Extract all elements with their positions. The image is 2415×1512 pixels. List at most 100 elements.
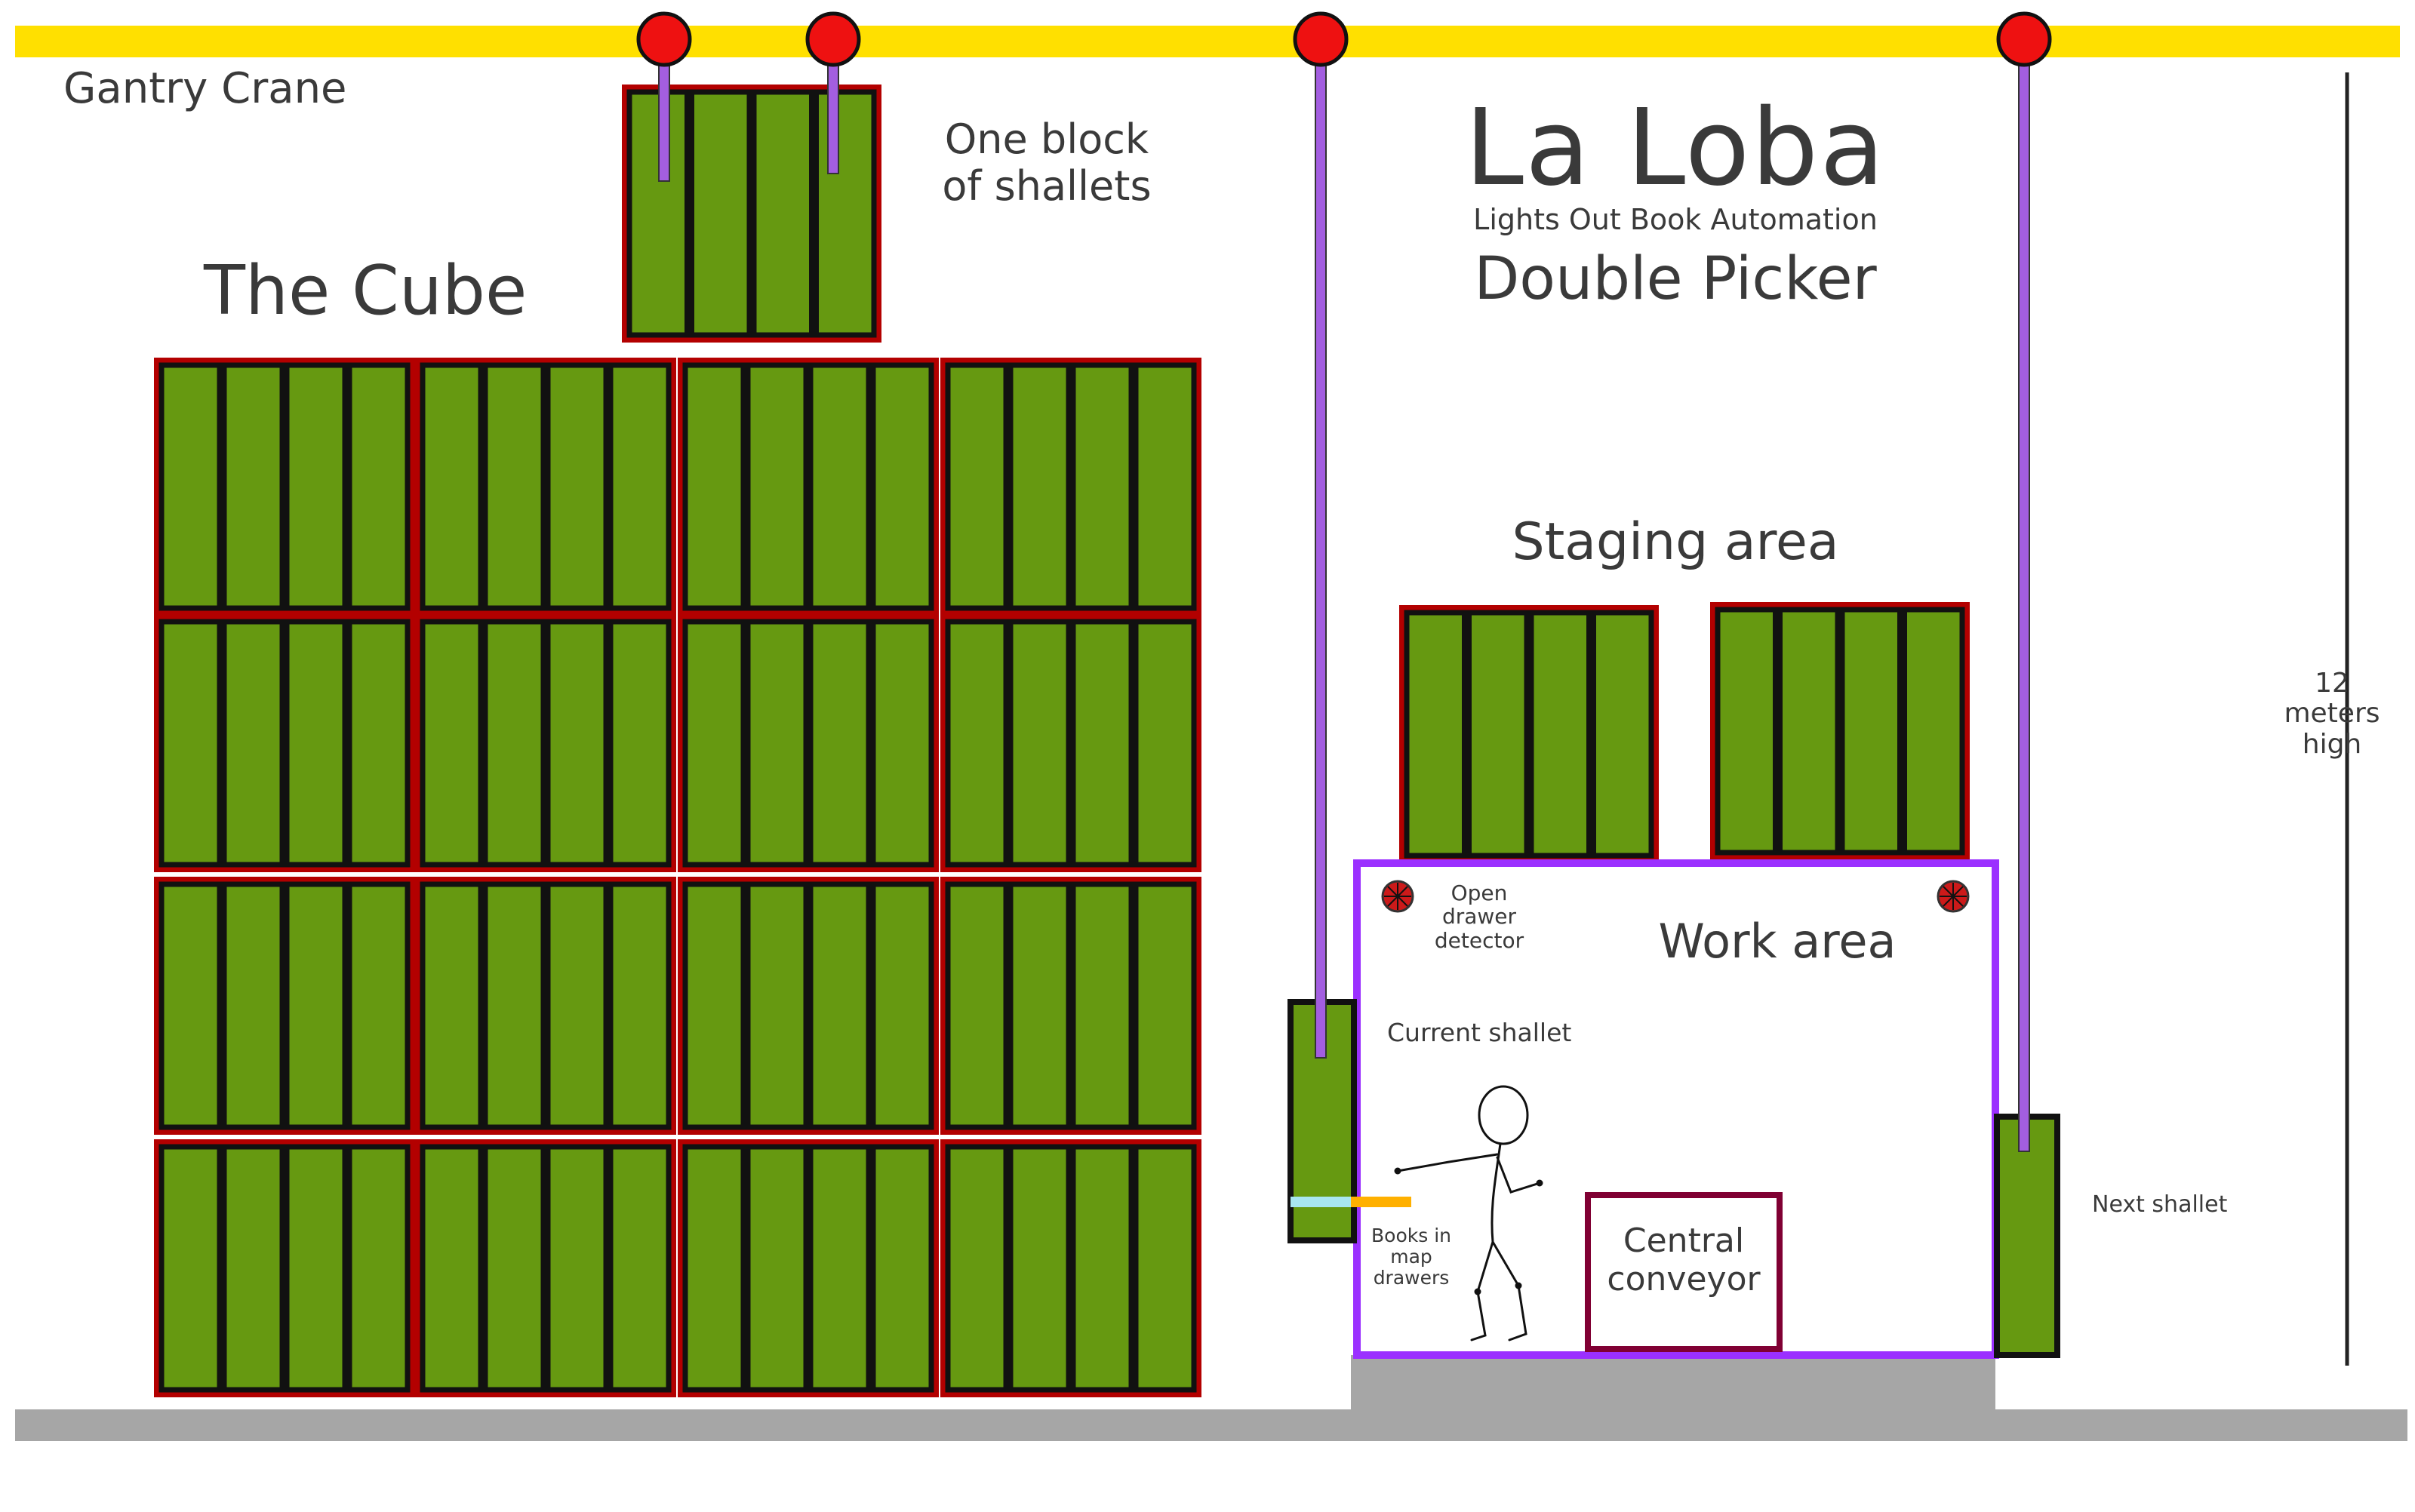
floor xyxy=(15,1409,2407,1441)
shallet xyxy=(808,881,872,1130)
cube-block xyxy=(154,877,415,1135)
crane-trolley-icon xyxy=(1996,11,2052,67)
shallet xyxy=(346,1144,411,1393)
shallet xyxy=(1008,619,1072,868)
shallet xyxy=(808,619,872,868)
shallet xyxy=(608,881,672,1130)
crane-trolley xyxy=(1293,11,1349,1059)
open-drawer-detector-label: Open drawer detector xyxy=(1434,880,1524,953)
shallet xyxy=(608,362,672,611)
shallet xyxy=(608,619,672,868)
shallet xyxy=(1902,607,1965,856)
crane-trolley-icon xyxy=(805,11,861,67)
shallet xyxy=(1466,610,1530,859)
shallet xyxy=(1133,362,1197,611)
staging-area-label: Staging area xyxy=(1512,512,1839,572)
staging-block xyxy=(1710,602,1970,860)
shallet xyxy=(751,89,814,338)
cube-block xyxy=(415,358,676,616)
shallet xyxy=(1008,881,1072,1130)
drawer-open xyxy=(1351,1197,1411,1207)
crane-trolley-icon xyxy=(1293,11,1349,67)
shallet xyxy=(689,89,752,338)
person-figure xyxy=(1394,1085,1543,1341)
crane-cable xyxy=(2018,45,2030,1152)
cube-block xyxy=(940,614,1201,872)
shallet xyxy=(221,1144,285,1393)
shallet xyxy=(346,362,411,611)
shallet xyxy=(1070,1144,1134,1393)
subtitle: Lights Out Book Automation xyxy=(1473,203,1878,236)
shallet xyxy=(284,362,348,611)
shallet xyxy=(745,362,809,611)
cube-block xyxy=(940,358,1201,616)
shallet xyxy=(1008,1144,1072,1393)
cube-block xyxy=(154,1139,415,1397)
shallet xyxy=(284,619,348,868)
shallet xyxy=(682,362,746,611)
detector-icon xyxy=(1381,880,1414,913)
cube-block xyxy=(678,614,939,872)
cube-block xyxy=(415,1139,676,1397)
shallet xyxy=(945,619,1009,868)
shallet xyxy=(945,362,1009,611)
the-cube xyxy=(154,358,1201,1397)
books-in-map-drawers-label: Books in map drawers xyxy=(1371,1225,1451,1289)
cube-block xyxy=(940,877,1201,1135)
crane-trolley-icon xyxy=(636,11,692,67)
shallet xyxy=(745,881,809,1130)
hoisted-block-shallets xyxy=(622,85,881,343)
shallet xyxy=(745,619,809,868)
crane-cable xyxy=(1315,45,1327,1059)
shallet xyxy=(545,362,609,611)
cube-block xyxy=(678,1139,939,1397)
next-shallet-label: Next shallet xyxy=(2092,1191,2228,1218)
gantry-trolleys xyxy=(636,11,2052,1152)
shallet xyxy=(814,89,877,338)
work-area-label: Work area xyxy=(1658,914,1897,969)
shallet xyxy=(420,1144,484,1393)
shallet xyxy=(284,1144,348,1393)
shallet xyxy=(420,362,484,611)
shallet xyxy=(1404,610,1467,859)
shallet xyxy=(420,619,484,868)
the-cube-label: The Cube xyxy=(204,251,528,330)
shallet xyxy=(1133,619,1197,868)
shallet xyxy=(221,362,285,611)
shallet xyxy=(945,1144,1009,1393)
shallet xyxy=(870,619,934,868)
staging-block xyxy=(1399,605,1659,863)
shallet xyxy=(545,619,609,868)
shallet xyxy=(482,881,546,1130)
central-conveyor-label: Central conveyor xyxy=(1607,1222,1761,1298)
hoisted-block xyxy=(622,85,881,343)
cube-block xyxy=(415,877,676,1135)
shallet xyxy=(284,881,348,1130)
shallet xyxy=(1070,619,1134,868)
gantry-crane-label: Gantry Crane xyxy=(63,64,347,113)
shallet xyxy=(682,619,746,868)
shallet xyxy=(346,619,411,868)
detector-icon xyxy=(1937,880,1970,913)
crane-trolley xyxy=(805,11,861,174)
shallet xyxy=(745,1144,809,1393)
central-conveyor xyxy=(1585,1192,1783,1352)
staging-area xyxy=(1399,602,1970,863)
height-note-label: 12 meters high xyxy=(2284,668,2380,760)
crane-trolley xyxy=(1996,11,2052,1152)
shallet xyxy=(1591,610,1654,859)
shallet xyxy=(1133,1144,1197,1393)
shallet xyxy=(346,881,411,1130)
title: La Loba xyxy=(1464,87,1887,210)
shallet xyxy=(682,881,746,1130)
drawer-closed xyxy=(1291,1197,1351,1207)
shallet xyxy=(1008,362,1072,611)
shallet xyxy=(870,1144,934,1393)
crane-trolley xyxy=(636,11,692,182)
shallet xyxy=(1133,881,1197,1130)
shallet xyxy=(482,1144,546,1393)
shallet xyxy=(870,362,934,611)
work-platform xyxy=(1351,1355,1995,1412)
